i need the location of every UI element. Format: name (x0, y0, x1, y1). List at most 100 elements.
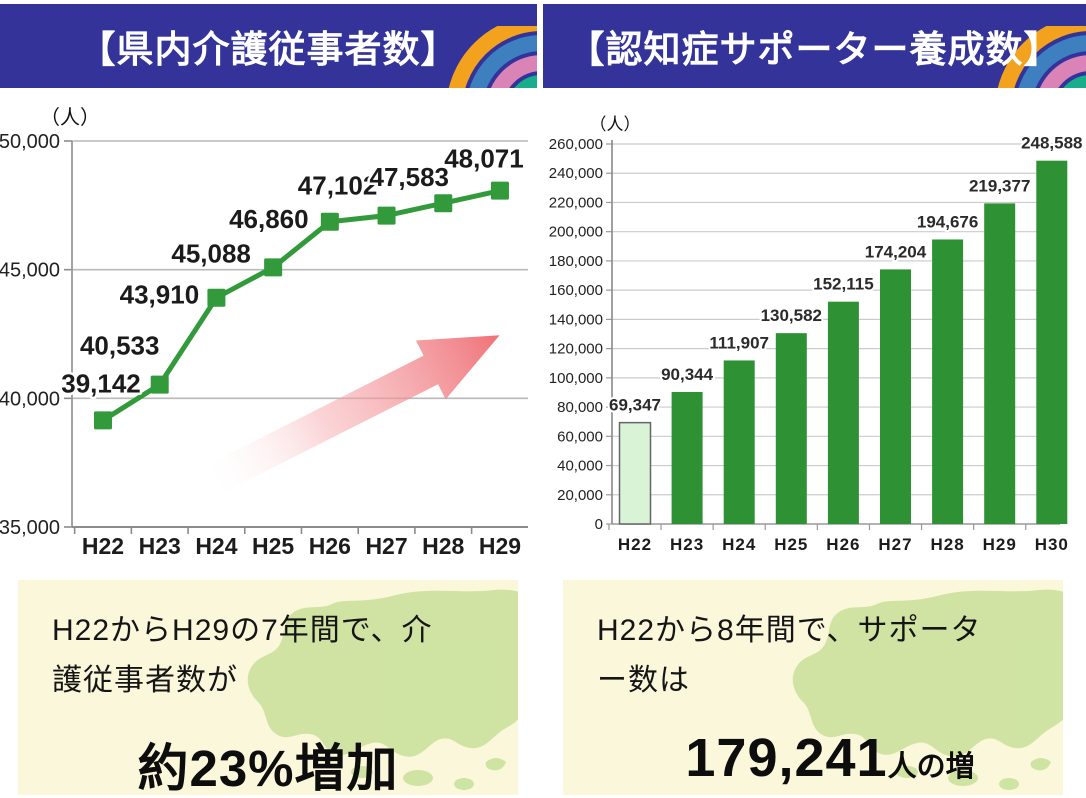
svg-text:100,000: 100,000 (549, 370, 603, 387)
map-island (454, 778, 474, 790)
header-care-workers-title: 【県内介護従事者数】 (78, 29, 459, 70)
data-point-markers (94, 181, 509, 430)
svg-text:H27: H27 (878, 535, 912, 554)
map-island (896, 766, 918, 778)
data-point-H24 (207, 288, 226, 307)
svg-text:H23: H23 (670, 535, 704, 554)
x-axis-labels: H22 H23 H24 H25 H26 H27 H28 H29 (73, 527, 521, 559)
svg-text:H26: H26 (309, 533, 351, 559)
highlight-23-percent-increase: 約23%増加 (137, 740, 399, 795)
highlight-increase-number: 179,241 (685, 728, 888, 788)
bar-H24 (723, 360, 755, 524)
svg-text:43,910: 43,910 (120, 280, 200, 310)
data-point-H29 (490, 181, 509, 200)
summary-box-care-workers: H22からH29の7年間で、介護従事者数が 約23%増加 (18, 580, 518, 795)
bars (618, 160, 1068, 525)
svg-text:260,000: 260,000 (549, 136, 603, 153)
line-series (101, 188, 501, 423)
summary-text-care-workers: H22からH29の7年間で、介護従事者数が (52, 614, 433, 697)
svg-text:H27: H27 (365, 533, 407, 559)
svg-text:194,676: 194,676 (917, 212, 978, 231)
ribbon-arc (514, 75, 537, 88)
svg-text:220,000: 220,000 (549, 194, 603, 211)
upward-trend-arrow (197, 335, 500, 499)
svg-text:0: 0 (595, 516, 603, 533)
data-point-H22 (94, 411, 112, 430)
svg-text:35,000: 35,000 (0, 517, 60, 539)
svg-text:47,583: 47,583 (369, 162, 449, 192)
svg-text:140,000: 140,000 (549, 311, 603, 328)
header-dementia-supporters: 【認知症サポーター養成数】 (543, 4, 1086, 88)
dementia-supporters-bar-chart: 260,000 240,000 220,000 200,000 180,000 160,0… (543, 92, 1086, 570)
svg-text:H28: H28 (931, 535, 965, 554)
bar-H27 (880, 269, 911, 524)
svg-text:H24: H24 (195, 533, 237, 559)
svg-text:130,582: 130,582 (761, 306, 822, 325)
svg-text:174,204: 174,204 (865, 242, 927, 261)
hiroshima-map-silhouette (792, 589, 1063, 790)
svg-text:H30: H30 (1035, 535, 1069, 554)
data-point-H25 (264, 258, 283, 277)
value-labels: 39,142 40,533 43,910 45,088 46,86047,10247,5… (59, 141, 527, 401)
svg-text:111,907: 111,907 (709, 333, 769, 352)
summary-box-supporters: H22から8年間で、サポーター数は 179,241人の増 (563, 580, 1063, 795)
bar-H23 (671, 391, 703, 524)
svg-text:H22: H22 (618, 535, 652, 554)
bar-H28 (932, 239, 964, 524)
bar-H30 (1036, 160, 1068, 524)
svg-text:50,000: 50,000 (0, 131, 60, 153)
bar-H29 (984, 203, 1016, 524)
svg-text:H26: H26 (826, 535, 860, 554)
svg-text:H29: H29 (983, 535, 1017, 554)
svg-text:80,000: 80,000 (557, 399, 603, 416)
svg-text:160,000: 160,000 (549, 282, 603, 299)
bar-chart-svg: 260,000 240,000 220,000 200,000 180,000 160,0… (549, 115, 1085, 554)
care-workers-line-chart: 50,000 45,000 40,000 35,000 （人） H22 H23 H24 H25 H… (0, 92, 537, 570)
bar-H26 (827, 301, 859, 524)
svg-text:248,588: 248,588 (1021, 134, 1082, 153)
bar-H22 (618, 421, 652, 525)
svg-text:47,102: 47,102 (298, 171, 378, 201)
map-mainland (247, 589, 518, 757)
map-island (948, 770, 978, 786)
map-mainland (792, 589, 1063, 757)
svg-text:60,000: 60,000 (557, 428, 603, 445)
y-unit-label: （人） (40, 106, 100, 129)
highlight-increase-suffix: 人の増 (887, 751, 975, 783)
svg-text:152,115: 152,115 (813, 275, 874, 294)
svg-text:H25: H25 (774, 535, 808, 554)
svg-text:219,377: 219,377 (969, 176, 1030, 195)
bar-H25 (775, 333, 807, 524)
svg-text:48,071: 48,071 (444, 144, 524, 174)
svg-text:20,000: 20,000 (557, 487, 603, 504)
header-care-workers: 【県内介護従事者数】 (0, 4, 537, 88)
map-island (999, 778, 1019, 790)
data-point-H26 (320, 212, 339, 231)
ribbon-arc (1063, 75, 1086, 88)
summary-text-supporters: H22から8年間で、サポーター数は (597, 614, 982, 697)
svg-text:45,000: 45,000 (0, 260, 60, 282)
data-point-H28 (434, 194, 453, 213)
svg-text:46,860: 46,860 (229, 204, 309, 234)
svg-text:200,000: 200,000 (549, 224, 603, 241)
y-unit-label: （人） (590, 115, 641, 134)
svg-text:45,088: 45,088 (171, 238, 251, 268)
svg-text:120,000: 120,000 (549, 341, 603, 358)
map-island (1030, 758, 1051, 771)
map-island (485, 758, 506, 771)
x-axis-labels: H22 H23 H24 H25 H26 H27 H28 H29 H30 (608, 524, 1069, 554)
svg-text:H24: H24 (722, 535, 756, 554)
svg-text:H29: H29 (479, 533, 521, 559)
map-island (403, 770, 433, 786)
data-point-H23 (150, 375, 169, 394)
svg-text:180,000: 180,000 (549, 253, 603, 270)
svg-text:H23: H23 (139, 533, 181, 559)
svg-text:69,347: 69,347 (609, 396, 661, 415)
y-gridlines: 50,000 45,000 40,000 35,000 (0, 131, 528, 539)
svg-text:90,344: 90,344 (661, 365, 714, 384)
svg-text:H22: H22 (82, 533, 124, 559)
svg-text:H25: H25 (252, 533, 294, 559)
